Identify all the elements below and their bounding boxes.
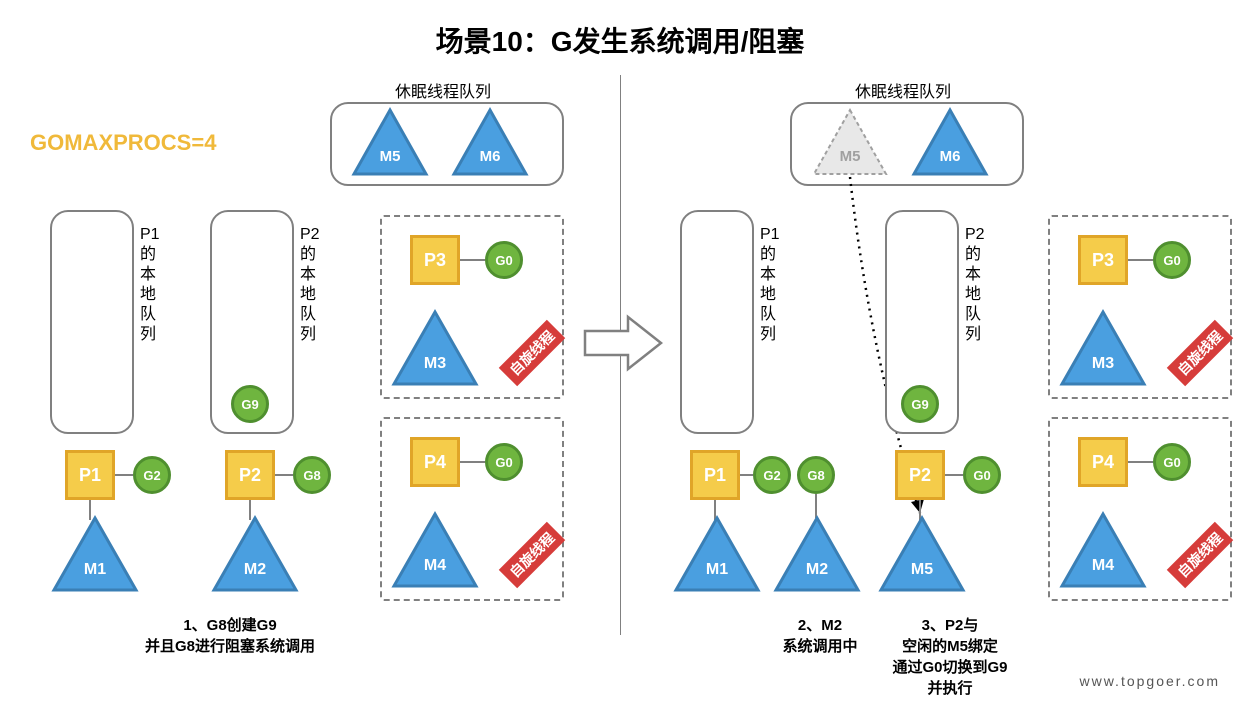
g9-left: G9 — [231, 385, 269, 423]
p1-queue-label-right: P1 的 本 地 队 列 — [760, 225, 776, 345]
svg-text:M6: M6 — [940, 148, 961, 165]
g0-p3-left: G0 — [485, 241, 523, 279]
svg-text:M2: M2 — [806, 561, 828, 578]
p3-box-right: P3 — [1078, 235, 1128, 285]
svg-text:M5: M5 — [911, 561, 933, 578]
p1-box-right: P1 — [690, 450, 740, 500]
p2-queue-label-left: P2 的 本 地 队 列 — [300, 225, 316, 345]
p3-box-left: P3 — [410, 235, 460, 285]
g9-right: G9 — [901, 385, 939, 423]
m3-triangle-right: M3 — [1058, 310, 1148, 388]
svg-text:M5: M5 — [840, 148, 861, 165]
caption3-right: 3、P2与 空闲的M5绑定 通过G0切换到G9 并执行 — [870, 615, 1030, 699]
m4-triangle-left: M4 — [390, 512, 480, 590]
p1-queue-right — [680, 210, 754, 434]
g0-p4-left: G0 — [485, 443, 523, 481]
p2-box-left: P2 — [225, 450, 275, 500]
m5-triangle-left: M5 — [350, 108, 430, 178]
m3-triangle-left: M3 — [390, 310, 480, 388]
g0-p4-right: G0 — [1153, 443, 1191, 481]
m1-triangle-right: M1 — [672, 516, 762, 594]
gomaxprocs-label: GOMAXPROCS=4 — [30, 130, 216, 156]
g0-p3-right: G0 — [1153, 241, 1191, 279]
m6-triangle-right: M6 — [910, 108, 990, 178]
g8-right: G8 — [797, 456, 835, 494]
m2-triangle-left: M2 — [210, 516, 300, 594]
svg-text:M3: M3 — [1092, 355, 1114, 372]
p2-queue-label-right: P2 的 本 地 队 列 — [965, 225, 981, 345]
m6-triangle-left: M6 — [450, 108, 530, 178]
p1-queue-left — [50, 210, 134, 434]
p4-g0-line-right — [1128, 461, 1153, 463]
p2-g0-line-right — [945, 474, 963, 476]
watermark: www.topgoer.com — [1080, 673, 1221, 689]
p1-g2-line-right — [740, 474, 753, 476]
m5-ghost-right: M5 — [810, 108, 890, 178]
m4-triangle-right: M4 — [1058, 512, 1148, 590]
p2-g8-line-left — [275, 474, 293, 476]
m5-triangle-right: M5 — [877, 516, 967, 594]
g0-p2-right: G0 — [963, 456, 1001, 494]
p4-box-right: P4 — [1078, 437, 1128, 487]
m2-triangle-right: M2 — [772, 516, 862, 594]
p3-g0-line-right — [1128, 259, 1153, 261]
page-title: 场景10：G发生系统调用/阻塞 — [0, 20, 1240, 60]
g8-m2-line-right — [815, 494, 817, 518]
p2-box-right: P2 — [895, 450, 945, 500]
svg-text:M1: M1 — [706, 561, 728, 578]
svg-text:M4: M4 — [1092, 557, 1114, 574]
center-arrow — [583, 315, 663, 371]
g2-right: G2 — [753, 456, 791, 494]
g8-left: G8 — [293, 456, 331, 494]
svg-text:M2: M2 — [244, 561, 266, 578]
p1-g2-line-left — [115, 474, 133, 476]
p3-g0-line-left — [460, 259, 485, 261]
svg-text:M1: M1 — [84, 561, 106, 578]
p1-box-left: P1 — [65, 450, 115, 500]
p4-g0-line-left — [460, 461, 485, 463]
p1-queue-label-left: P1 的 本 地 队 列 — [140, 225, 156, 345]
caption-left: 1、G8创建G9 并且G8进行阻塞系统调用 — [100, 615, 360, 657]
m1-triangle-left: M1 — [50, 516, 140, 594]
svg-text:M5: M5 — [380, 148, 401, 165]
svg-text:M4: M4 — [424, 557, 446, 574]
sleep-queue-label-left: 休眠线程队列 — [395, 78, 491, 102]
g2-left: G2 — [133, 456, 171, 494]
svg-text:M6: M6 — [480, 148, 501, 165]
caption2-right: 2、M2 系统调用中 — [760, 615, 880, 657]
svg-text:M3: M3 — [424, 355, 446, 372]
p4-box-left: P4 — [410, 437, 460, 487]
sleep-queue-label-right: 休眠线程队列 — [855, 78, 951, 102]
